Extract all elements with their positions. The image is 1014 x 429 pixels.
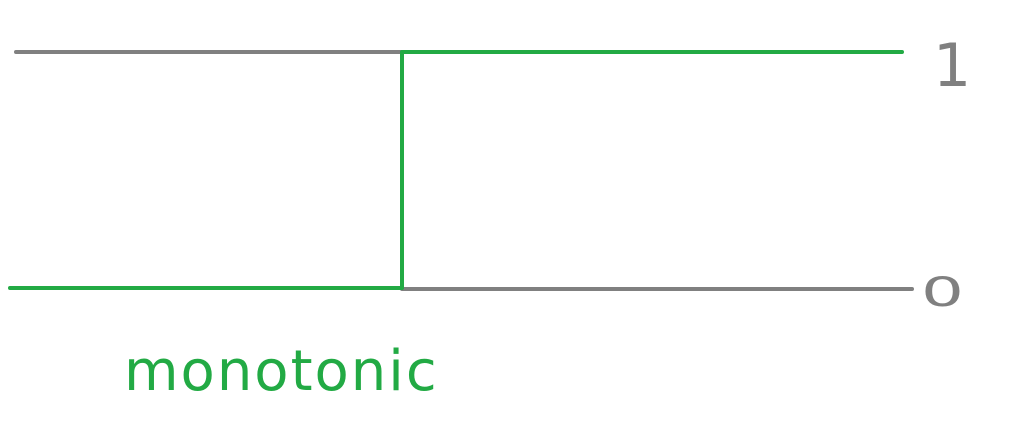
monotonic-step-signal bbox=[8, 50, 904, 290]
low-level-label: 0 bbox=[921, 269, 964, 316]
monotonic-caption: monotonic bbox=[124, 339, 439, 404]
high-level-label: 1 bbox=[933, 31, 971, 101]
